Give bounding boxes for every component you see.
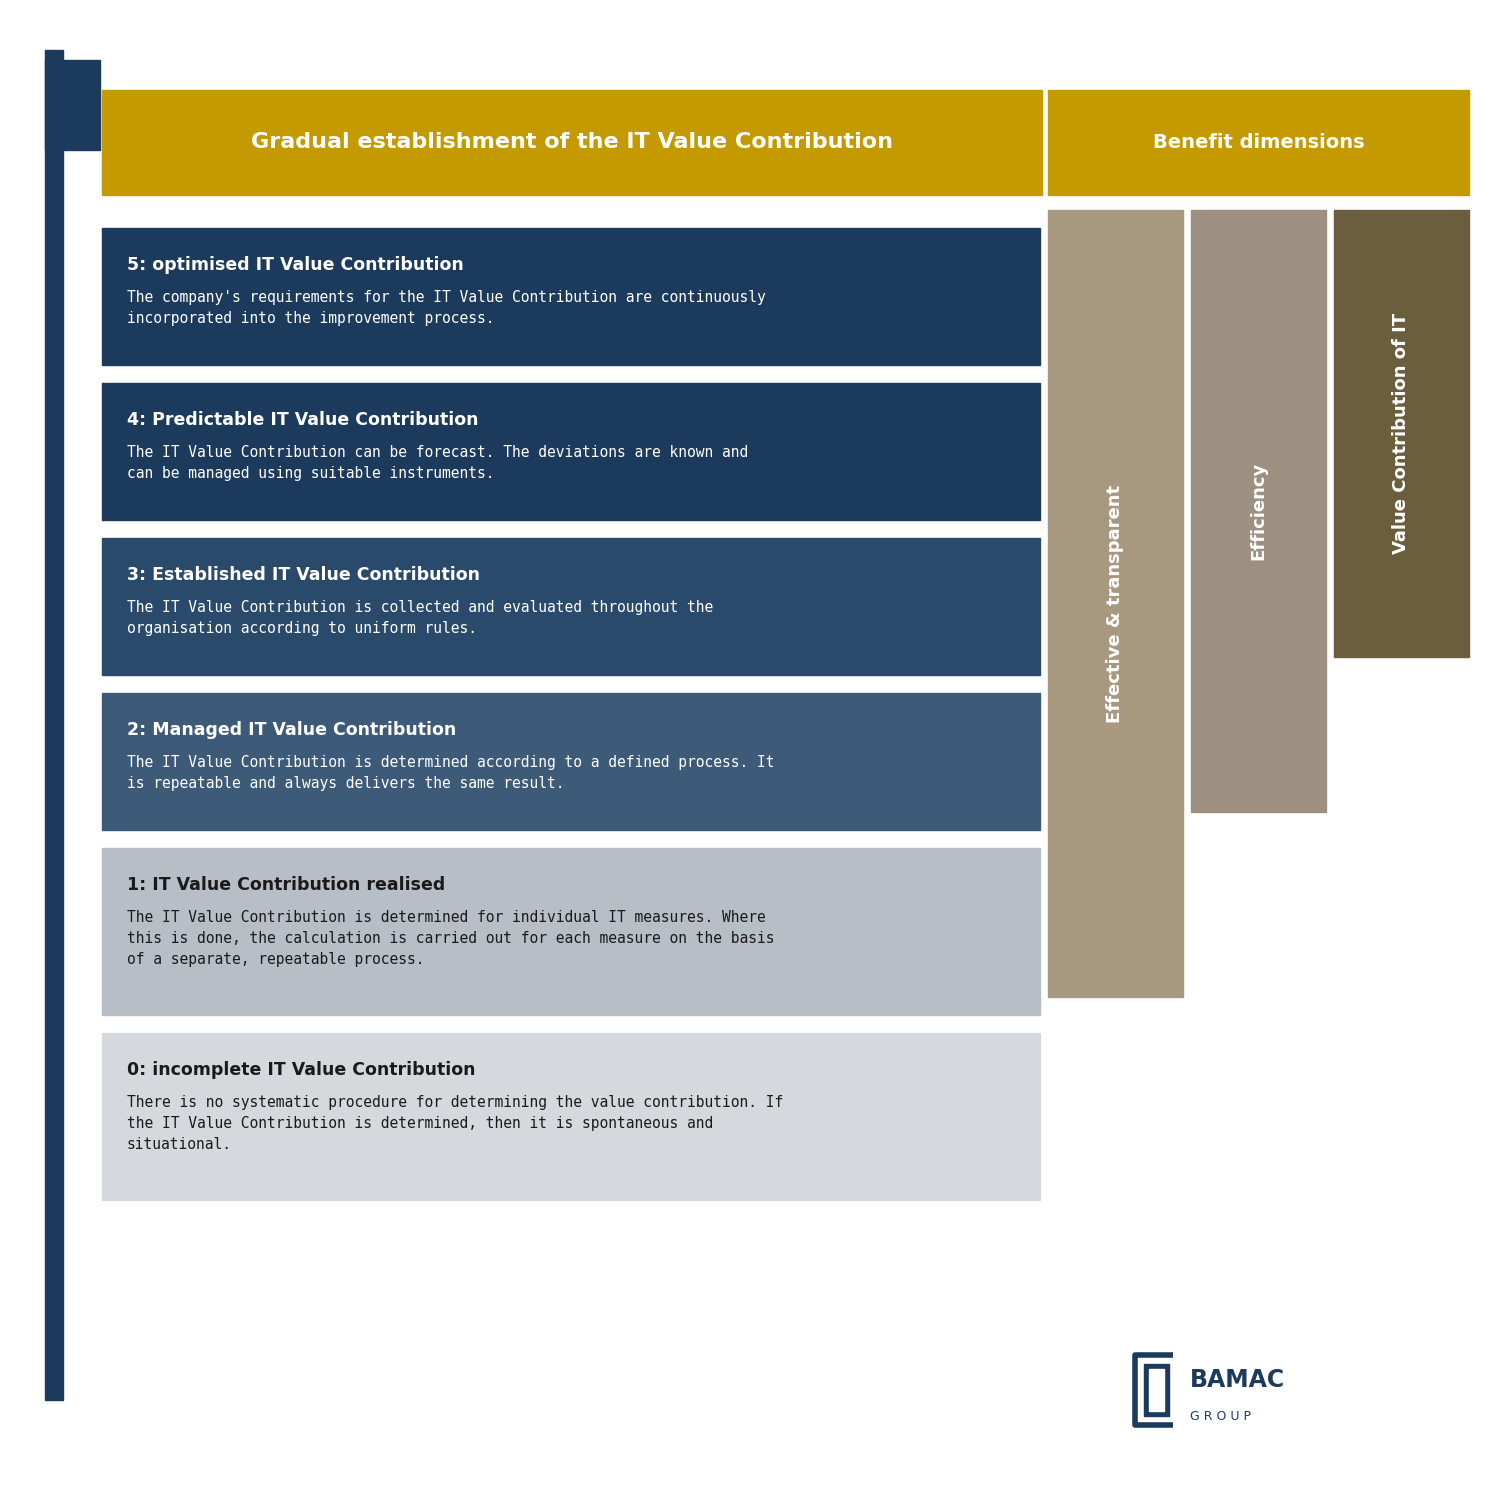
Text: BAMAC: BAMAC [1190, 1368, 1286, 1392]
Text: Effective & transparent: Effective & transparent [1107, 484, 1125, 723]
Bar [1191, 210, 1326, 812]
Bar [102, 90, 1042, 195]
Bar [1144, 1364, 1168, 1416]
Text: The IT Value Contribution can be forecast. The deviations are known and
can be m: The IT Value Contribution can be forecas… [128, 446, 748, 482]
Text: There is no systematic procedure for determining the value contribution. If
the : There is no systematic procedure for det… [128, 1095, 783, 1152]
Bar [102, 382, 1040, 520]
Text: Efficiency: Efficiency [1250, 462, 1268, 560]
Bar [102, 693, 1040, 830]
Text: 1: IT Value Contribution realised: 1: IT Value Contribution realised [128, 876, 445, 894]
Bar [1048, 210, 1184, 998]
Text: The company's requirements for the IT Value Contribution are continuously
incorp: The company's requirements for the IT Va… [128, 290, 765, 326]
Text: The IT Value Contribution is determined according to a defined process. It
is re: The IT Value Contribution is determined … [128, 754, 774, 790]
Text: 3: Established IT Value Contribution: 3: Established IT Value Contribution [128, 566, 480, 584]
Text: G R O U P: G R O U P [1190, 1410, 1251, 1424]
Text: The IT Value Contribution is determined for individual IT measures. Where
this i: The IT Value Contribution is determined … [128, 910, 774, 968]
Bar [102, 847, 1040, 1016]
Bar [45, 60, 100, 150]
Text: Gradual establishment of the IT Value Contribution: Gradual establishment of the IT Value Co… [251, 132, 892, 152]
Bar [45, 50, 63, 1400]
Text: 5: optimised IT Value Contribution: 5: optimised IT Value Contribution [128, 256, 463, 274]
Bar [1334, 210, 1468, 657]
Text: Benefit dimensions: Benefit dimensions [1152, 132, 1365, 152]
Bar [1149, 1370, 1164, 1411]
Text: 0: incomplete IT Value Contribution: 0: incomplete IT Value Contribution [128, 1060, 476, 1078]
Bar [1048, 90, 1468, 195]
Text: The IT Value Contribution is collected and evaluated throughout the
organisation: The IT Value Contribution is collected a… [128, 600, 714, 636]
Bar [102, 228, 1040, 364]
Bar [102, 538, 1040, 675]
Text: 4: Predictable IT Value Contribution: 4: Predictable IT Value Contribution [128, 411, 478, 429]
Text: Value Contribution of IT: Value Contribution of IT [1392, 314, 1410, 554]
Bar [102, 1034, 1040, 1200]
Text: 2: Managed IT Value Contribution: 2: Managed IT Value Contribution [128, 722, 456, 740]
